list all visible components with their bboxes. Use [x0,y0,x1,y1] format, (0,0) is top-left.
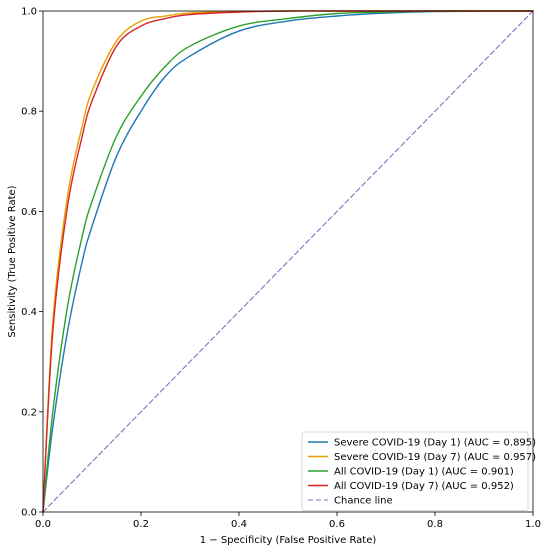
x-tick-label: 0.8 [427,519,443,530]
legend-label-4: All COVID-19 (Day 7) (AUC = 0.952) [334,481,514,492]
legend-label-5: Chance line [334,496,393,507]
legend-label-1: Severe COVID-19 (Day 1) (AUC = 0.895) [334,438,536,449]
x-tick-label: 0.2 [133,519,149,530]
legend-box [301,431,529,511]
y-tick-label: 1.0 [21,7,37,18]
y-tick-label: 0.6 [21,207,37,218]
y-axis-label: Sensitivity (True Positive Rate) [7,185,18,337]
legend-label-2: Severe COVID-19 (Day 7) (AUC = 0.957) [334,452,536,463]
series-line-5 [42,10,534,513]
plot-frame [42,10,534,513]
legend-items: Severe COVID-19 (Day 1) (AUC = 0.895) Sev… [308,438,536,507]
x-tick-label: 0.0 [35,519,51,530]
series-line-3 [42,10,534,513]
series-line-1 [42,10,534,513]
x-tick-label: 1.0 [525,519,541,530]
y-tick-label: 0.4 [21,307,37,318]
x-tick-label: 0.6 [329,519,345,530]
legend: Severe COVID-19 (Day 1) (AUC = 0.895) Sev… [301,431,536,511]
x-axis-label: 1 − Specificity (False Positive Rate) [200,535,377,546]
y-tick-label: 0.0 [21,508,37,519]
legend-label-3: All COVID-19 (Day 1) (AUC = 0.901) [334,467,514,478]
y-tick-label: 0.2 [21,407,37,418]
x-tick-label: 0.4 [231,519,247,530]
y-tick-label: 0.8 [21,107,37,118]
axes-layer: 0.0 0.2 0.4 0.6 0.8 1.0 0.0 0.2 0.4 0.6 0.8 1.0 [21,7,541,531]
